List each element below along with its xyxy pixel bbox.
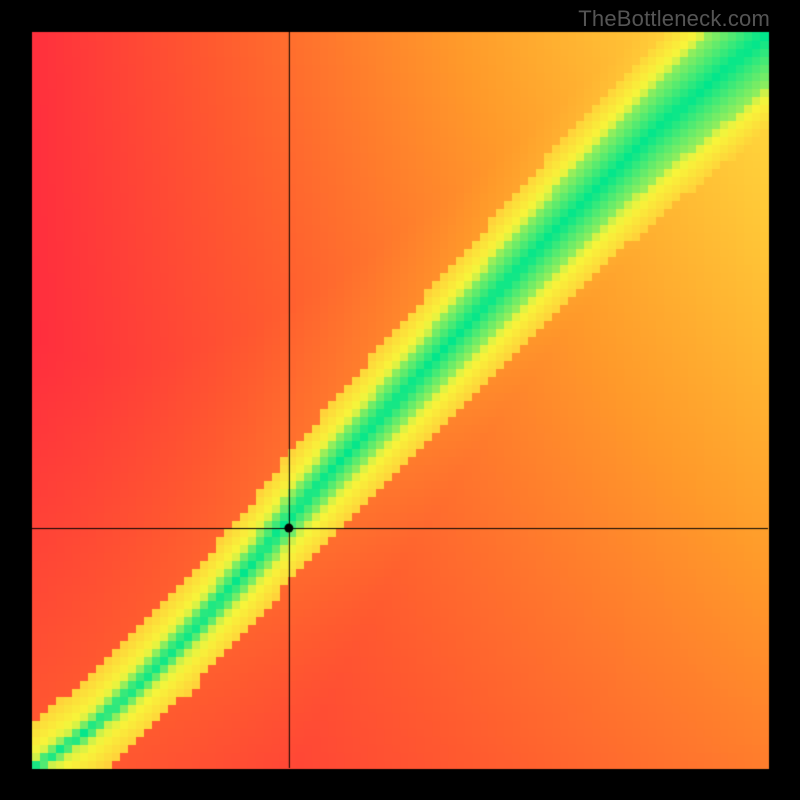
bottleneck-heatmap — [0, 0, 800, 800]
chart-container: TheBottleneck.com — [0, 0, 800, 800]
watermark-text: TheBottleneck.com — [578, 6, 770, 32]
